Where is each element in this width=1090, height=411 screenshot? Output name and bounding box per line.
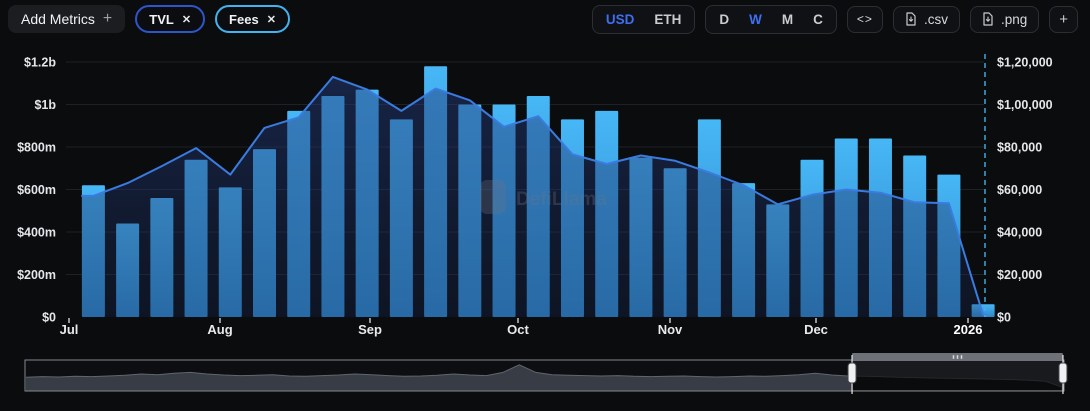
x-axis-tick-label: 2026 xyxy=(954,322,983,337)
currency-toggle: USD ETH xyxy=(591,4,696,34)
left-axis-tick-label: $600m xyxy=(17,183,56,197)
add-panel-button[interactable]: + xyxy=(1049,5,1078,33)
interval-toggle: D W M C xyxy=(705,4,837,34)
brush-selection[interactable] xyxy=(26,360,1063,391)
brush-handle-right[interactable] xyxy=(1058,362,1068,384)
left-axis-tick-label: $800m xyxy=(17,141,56,155)
export-csv-label: .csv xyxy=(923,11,948,27)
export-png-button[interactable]: .png xyxy=(969,5,1040,33)
x-axis-labels: Jul Aug Sep Oct Nov Dec 2026 xyxy=(60,318,983,337)
right-axis-tick-label: $40,000 xyxy=(997,226,1042,240)
embed-button[interactable]: <> xyxy=(846,5,883,33)
export-png-label: .png xyxy=(1000,11,1028,27)
close-icon[interactable]: ✕ xyxy=(266,13,276,26)
toolbar: Add Metrics + TVL ✕ Fees ✕ USD ETH D W M… xyxy=(8,4,1078,34)
plus-icon: + xyxy=(102,10,113,27)
brush-selection-shadow xyxy=(852,375,1063,391)
left-axis-tick-label: $0 xyxy=(42,311,56,325)
currency-option-eth[interactable]: ETH xyxy=(654,11,682,27)
metric-chip-label: TVL xyxy=(149,11,174,27)
interval-option-d[interactable]: D xyxy=(719,11,730,27)
right-axis-tick-label: $80,000 xyxy=(997,141,1042,155)
brush-grip-icon xyxy=(952,355,963,359)
interval-option-c[interactable]: C xyxy=(813,11,823,27)
left-axis-tick-label: $400m xyxy=(17,226,56,240)
interval-option-m[interactable]: M xyxy=(781,11,794,27)
metric-chip-fees[interactable]: Fees ✕ xyxy=(215,5,290,33)
watermark-text: DefiLlama xyxy=(516,189,607,210)
watermark: DefiLlama xyxy=(480,180,607,214)
interval-option-w[interactable]: W xyxy=(749,11,762,27)
close-icon[interactable]: ✕ xyxy=(181,13,192,26)
left-axis-tick-label: $200m xyxy=(17,268,56,282)
right-axis-tick-label: $0 xyxy=(997,311,1011,325)
right-axis-tick-label: $1,00,000 xyxy=(997,98,1053,112)
brush-data-shadow xyxy=(26,364,1062,391)
add-metrics-label: Add Metrics xyxy=(21,11,95,27)
watermark-logo xyxy=(480,180,506,214)
right-axis-tick-label: $20,000 xyxy=(997,268,1042,282)
code-icon: <> xyxy=(856,12,873,26)
tvl-line xyxy=(81,75,986,316)
x-axis-tick-label: Sep xyxy=(358,322,382,337)
add-metrics-button[interactable]: Add Metrics + xyxy=(8,5,126,33)
right-axis-tick-label: $1,20,000 xyxy=(997,56,1053,70)
x-axis-tick-label: Nov xyxy=(658,322,683,337)
metric-chip-label: Fees xyxy=(229,11,259,27)
x-axis-tick-label: Aug xyxy=(207,322,232,337)
right-axis-labels: $1,20,000 $1,00,000 $80,000 $60,000 $40,000 $… xyxy=(997,56,1053,325)
export-csv-button[interactable]: .csv xyxy=(892,5,960,33)
plus-icon: + xyxy=(1059,10,1068,28)
left-axis-tick-label: $1b xyxy=(34,98,56,112)
metric-chip-tvl[interactable]: TVL ✕ xyxy=(135,5,206,33)
left-axis-tick-label: $1.2b xyxy=(24,56,56,70)
left-axis-labels: $1.2b $1b $800m $600m $400m $200m $0 xyxy=(17,56,56,325)
right-axis-tick-label: $60,000 xyxy=(997,183,1042,197)
x-axis-tick-label: Dec xyxy=(804,322,828,337)
x-axis-tick-label: Jul xyxy=(60,322,79,337)
file-download-icon xyxy=(906,12,916,26)
file-download-icon xyxy=(983,12,993,26)
x-axis-tick-label: Oct xyxy=(507,322,529,337)
tvl-area xyxy=(82,76,985,318)
brush-handle-left[interactable] xyxy=(847,362,857,384)
currency-option-usd[interactable]: USD xyxy=(605,11,635,27)
brush xyxy=(24,353,1068,394)
